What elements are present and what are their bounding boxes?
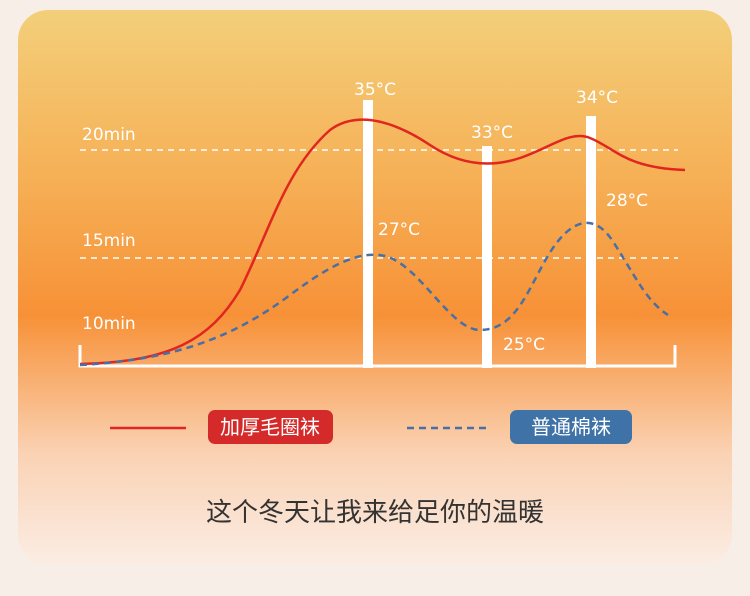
temp-bar [363,100,373,368]
curve-label: 28°C [606,191,648,211]
cotton-sock-curve [79,221,669,367]
legend-badge [510,410,632,444]
legend-badge [208,410,333,444]
peak-label: 35°C [354,80,396,100]
peak-label: 33°C [471,123,513,143]
axis [78,345,677,368]
peak-label: 34°C [576,88,618,108]
legend-label: 普通棉袜 [531,415,611,439]
thick-sock-curve [79,118,686,366]
curve-label: 25°C [503,335,545,355]
axis-label: 20min [82,125,136,145]
legend-label: 加厚毛圈袜 [220,415,320,439]
temp-bar [482,146,492,368]
axis-label: 10min [82,314,136,334]
caption: 这个冬天让我来给足你的温暖 [206,498,544,528]
curve-label: 27°C [378,220,420,240]
temp-bar [586,116,596,368]
axis-label: 15min [82,231,136,251]
